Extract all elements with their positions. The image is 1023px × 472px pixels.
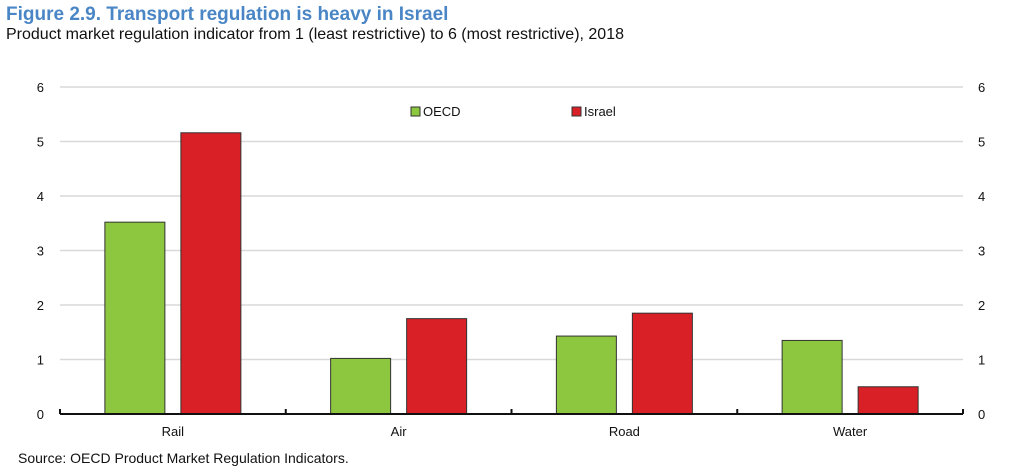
y-tick-label-right: 2 (978, 298, 985, 313)
legend-swatch-israel (571, 106, 582, 117)
x-axis: Rail Air Road Water (59, 409, 964, 439)
y-tick-label-right: 0 (978, 407, 985, 422)
chart-subtitle: Product market regulation indicator from… (6, 26, 624, 43)
legend-label-israel: Israel (584, 104, 616, 119)
y-tick-label-left: 2 (37, 298, 44, 313)
y-tick-label-left: 3 (37, 244, 44, 259)
y-tick-label-right: 5 (978, 135, 985, 150)
legend: OECD Israel (410, 104, 616, 119)
bar-israel-rail (180, 132, 242, 415)
bars (104, 132, 919, 415)
bar-oecd-water (781, 339, 843, 415)
x-tick-label: Road (609, 424, 640, 439)
chart-title: Figure 2.9. Transport regulation is heav… (6, 4, 449, 25)
y-tick-label-left: 6 (37, 80, 44, 95)
y-tick-label-left: 4 (37, 189, 44, 204)
y-tick-label-right: 4 (978, 189, 985, 204)
y-axis-left: 0 1 2 3 4 5 6 (37, 80, 44, 422)
bar-israel-water (857, 386, 919, 415)
y-axis-right: 0 1 2 3 4 5 6 (978, 80, 985, 422)
bar-israel-road (631, 312, 693, 415)
legend-swatch-oecd (410, 106, 421, 117)
x-tick-label: Rail (162, 424, 185, 439)
x-tick-label: Water (833, 424, 868, 439)
bar-israel-air (406, 318, 468, 415)
bar-oecd-air (330, 357, 392, 415)
y-tick-label-left: 5 (37, 135, 44, 150)
bar-oecd-road (555, 335, 617, 415)
y-tick-label-right: 6 (978, 80, 985, 95)
y-tick-label-right: 3 (978, 244, 985, 259)
y-tick-label-left: 0 (37, 407, 44, 422)
source-note: Source: OECD Product Market Regulation I… (18, 450, 349, 466)
y-tick-label-left: 1 (37, 353, 44, 368)
y-tick-label-right: 1 (978, 353, 985, 368)
legend-label-oecd: OECD (423, 104, 461, 119)
x-tick-label: Air (391, 424, 408, 439)
bar-oecd-rail (104, 221, 166, 415)
